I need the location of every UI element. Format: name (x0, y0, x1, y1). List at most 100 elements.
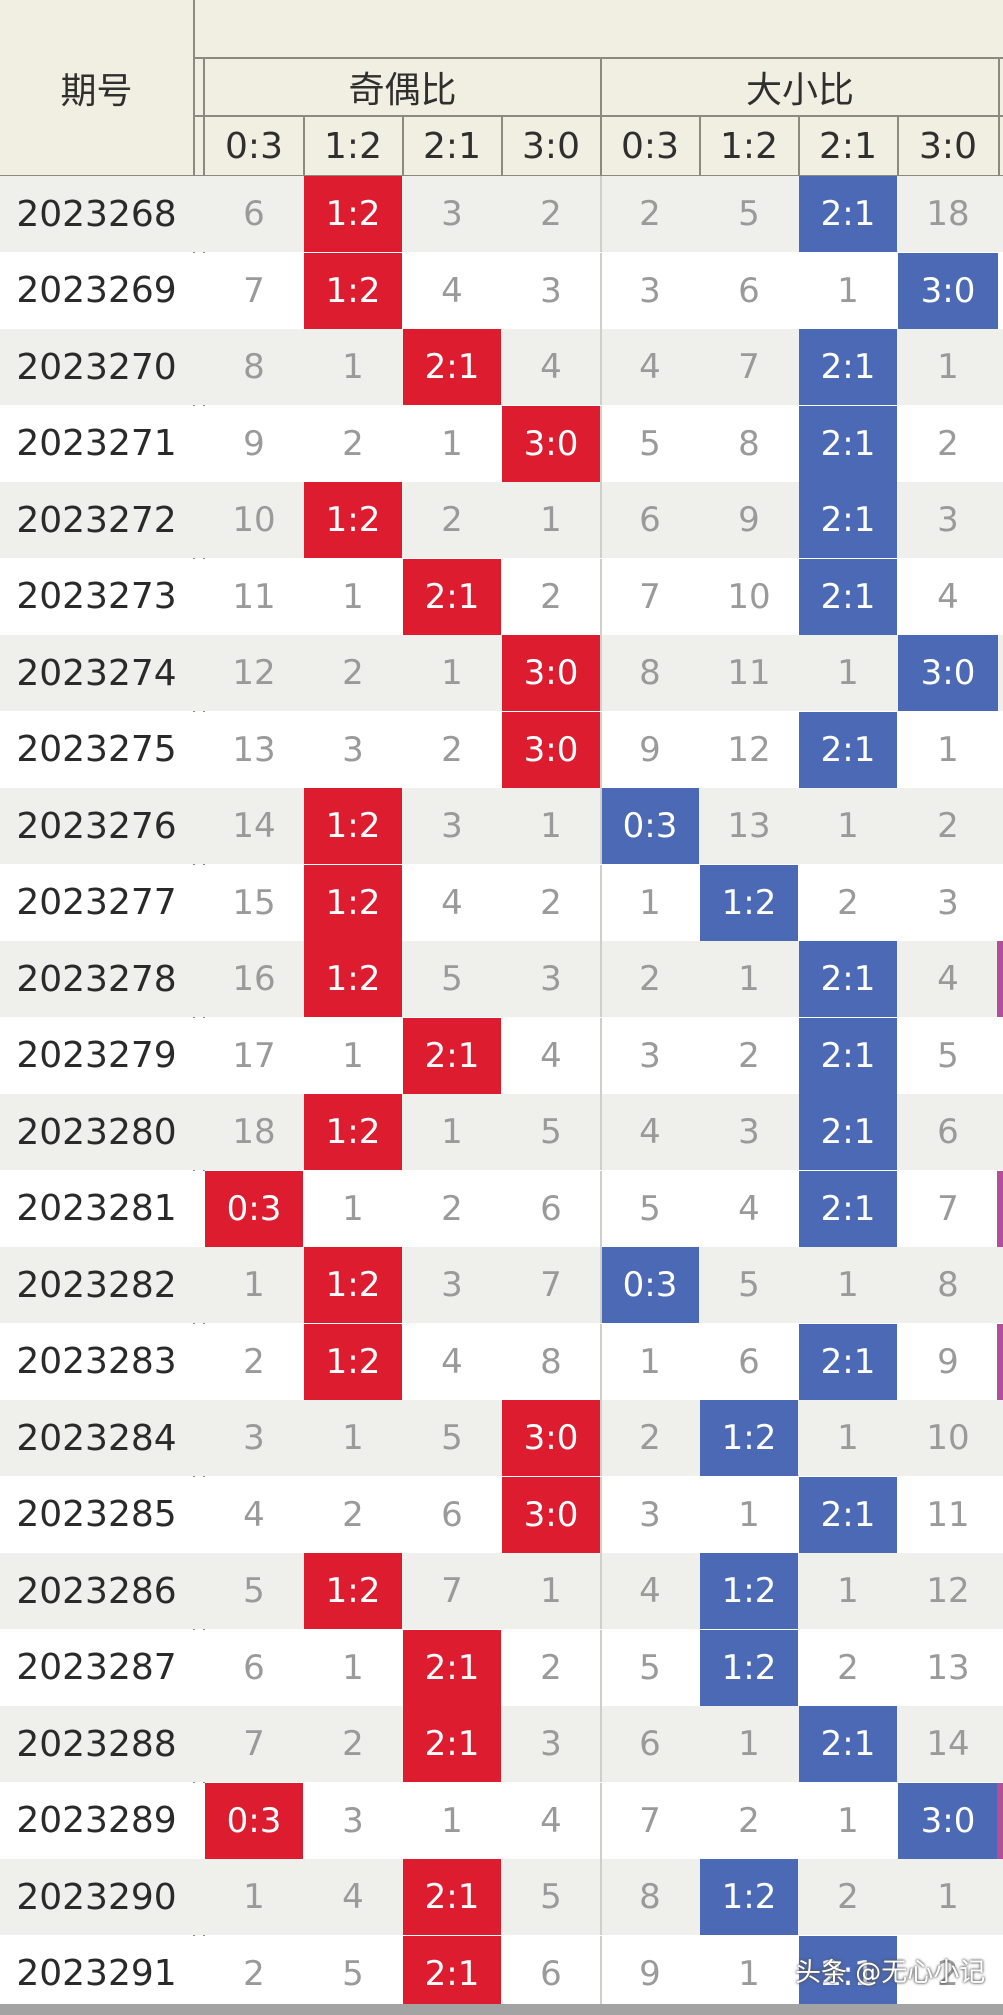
big-small-miss-count-cell: 5 (937, 1035, 959, 1076)
column-divider (798, 116, 800, 176)
big-small-miss-count-cell: 3 (639, 1494, 661, 1535)
big-small-miss-count-cell: 6 (738, 1341, 760, 1382)
big-small-hit-cell: 1:2 (700, 1553, 798, 1629)
big-small-miss-count-cell: 4 (937, 576, 959, 617)
big-small-hit-cell: 1:2 (700, 1629, 798, 1706)
period-cell: 2023287 (16, 1647, 177, 1688)
table-row: 2023271 9 2 1 3:0 5 8 2:1 2 (0, 405, 1003, 482)
group-separator (600, 635, 602, 711)
table-row: 2023289 0:3 3 1 4 7 2 1 3:0 (0, 1782, 1003, 1859)
column-divider (998, 58, 1000, 176)
big-small-miss-count-cell: 2 (837, 882, 859, 923)
odd-even-miss-count-cell: 5 (540, 1877, 562, 1917)
big-small-col-0-3: 0:3 (621, 125, 679, 167)
odd-even-miss-count-cell: 12 (232, 653, 276, 693)
big-small-miss-count-cell: 5 (639, 1647, 661, 1688)
big-small-miss-count-cell: 3 (639, 270, 661, 311)
edge-marker (997, 1323, 1003, 1400)
odd-even-group-header: 奇偶比 (348, 70, 457, 111)
big-small-miss-count-cell: 1 (937, 729, 959, 770)
big-small-hit-cell: 2:1 (799, 1323, 897, 1400)
big-small-miss-count-cell: 8 (639, 653, 661, 693)
table-row: 2023288 7 2 2:1 3 6 1 2:1 14 (0, 1706, 1003, 1782)
odd-even-hit-cell: 3:0 (502, 405, 600, 482)
odd-even-miss-count-cell: 4 (243, 1494, 265, 1535)
group-separator (600, 1170, 602, 1247)
big-small-miss-count-cell: 8 (738, 423, 760, 464)
big-small-miss-count-cell: 1 (738, 1494, 760, 1535)
period-cell: 2023280 (16, 1111, 177, 1153)
period-cell: 2023283 (16, 1341, 177, 1382)
table-row: 2023283 2 1:2 4 8 1 6 2:1 9 (0, 1323, 1003, 1400)
watermark: 头条 @无心小记 (795, 1957, 986, 1988)
table-row: 2023275 13 3 2 3:0 9 12 2:1 1 (0, 711, 1003, 788)
big-small-miss-count-cell: 6 (937, 1112, 959, 1152)
big-small-miss-count-cell: 4 (639, 1112, 661, 1152)
big-small-miss-count-cell: 2 (937, 806, 959, 846)
odd-even-hit-cell: 1:2 (304, 1553, 402, 1629)
big-small-miss-count-cell: 7 (937, 1188, 959, 1229)
column-divider (402, 116, 404, 176)
odd-even-hit-cell: 3:0 (502, 635, 600, 711)
group-separator (600, 1323, 602, 1400)
odd-even-miss-count-cell: 4 (441, 1341, 463, 1382)
odd-even-miss-count-cell: 1 (342, 1188, 364, 1229)
odd-even-hit-cell: 2:1 (403, 558, 501, 635)
odd-even-miss-count-cell: 3 (540, 1724, 562, 1764)
odd-even-hit-cell: 1:2 (304, 941, 402, 1017)
big-small-miss-count-cell: 1 (639, 1341, 661, 1382)
odd-even-miss-count-cell: 2 (243, 1953, 265, 1994)
big-small-hit-cell: 2:1 (799, 329, 897, 405)
odd-even-hit-cell: 0:3 (205, 1782, 303, 1859)
odd-even-hit-cell: 2:1 (403, 1935, 501, 2012)
odd-even-miss-count-cell: 7 (243, 270, 265, 311)
big-small-hit-cell: 3:0 (898, 635, 998, 711)
odd-even-hit-cell: 1:2 (304, 176, 402, 252)
big-small-miss-count-cell: 9 (639, 729, 661, 770)
big-small-hit-cell: 1:2 (700, 864, 798, 941)
odd-even-miss-count-cell: 10 (232, 500, 276, 540)
odd-even-miss-count-cell: 2 (342, 1494, 364, 1535)
group-separator (600, 1476, 602, 1553)
odd-even-hit-cell: 2:1 (403, 1859, 501, 1935)
odd-even-hit-cell: 2:1 (403, 1706, 501, 1782)
table-row: 2023273 11 1 2:1 2 7 10 2:1 4 (0, 558, 1003, 635)
odd-even-miss-count-cell: 8 (243, 347, 265, 387)
table-row: 2023274 12 2 1 3:0 8 11 1 3:0 (0, 635, 1003, 711)
odd-even-miss-count-cell: 2 (342, 423, 364, 464)
period-column-header: 期号 (60, 71, 133, 112)
odd-even-miss-count-cell: 1 (243, 1877, 265, 1917)
odd-even-miss-count-cell: 1 (243, 1265, 265, 1305)
odd-even-miss-count-cell: 8 (540, 1341, 562, 1382)
period-cell: 2023272 (16, 499, 177, 541)
group-separator (600, 405, 602, 482)
odd-even-hit-cell: 1:2 (304, 482, 402, 558)
odd-even-hit-cell: 2:1 (403, 1629, 501, 1706)
group-separator (600, 788, 602, 864)
table-row: 2023286 5 1:2 7 1 4 1:2 1 12 (0, 1553, 1003, 1629)
odd-even-miss-count-cell: 2 (540, 882, 562, 923)
big-small-miss-count-cell: 7 (639, 1800, 661, 1841)
period-cell: 2023288 (16, 1723, 177, 1765)
big-small-miss-count-cell: 1 (837, 1418, 859, 1458)
odd-even-miss-count-cell: 5 (441, 1418, 463, 1458)
odd-even-miss-count-cell: 4 (540, 1800, 562, 1841)
big-small-miss-count-cell: 14 (926, 1724, 970, 1764)
big-small-miss-count-cell: 5 (738, 194, 760, 234)
big-small-miss-count-cell: 5 (738, 1265, 760, 1305)
big-small-miss-count-cell: 12 (926, 1571, 970, 1611)
big-small-miss-count-cell: 8 (937, 1265, 959, 1305)
odd-even-miss-count-cell: 2 (540, 194, 562, 234)
big-small-miss-count-cell: 2 (837, 1877, 859, 1917)
table-row: 2023278 16 1:2 5 3 2 1 2:1 4 (0, 941, 1003, 1017)
big-small-miss-count-cell: 9 (937, 1341, 959, 1382)
big-small-miss-count-cell: 8 (639, 1877, 661, 1917)
odd-even-hit-cell: 1:2 (304, 1323, 402, 1400)
group-separator (600, 1629, 602, 1706)
table-row: 2023290 1 4 2:1 5 8 1:2 2 1 (0, 1859, 1003, 1935)
odd-even-miss-count-cell: 2 (441, 729, 463, 770)
odd-even-miss-count-cell: 3 (243, 1418, 265, 1458)
odd-even-miss-count-cell: 2 (342, 1724, 364, 1764)
group-separator (600, 1553, 602, 1629)
